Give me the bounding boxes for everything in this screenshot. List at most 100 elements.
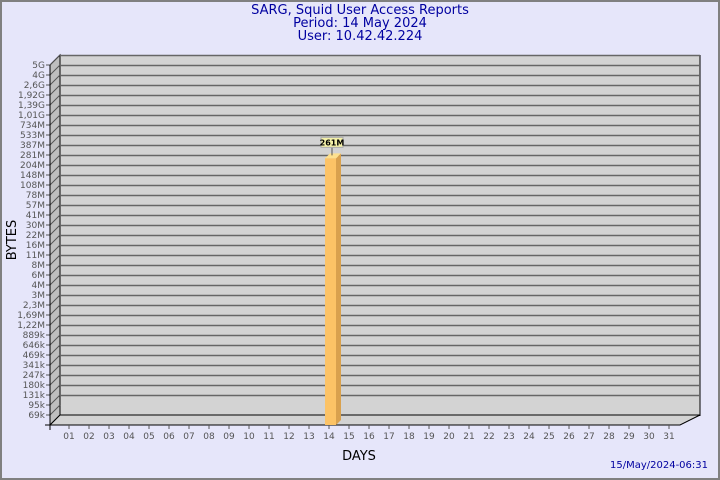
x-tick-label: 13 [303,432,314,442]
y-tick-label: 734M [20,121,45,131]
data-label: 261M [320,138,345,147]
y-tick-label: 1,39G [18,101,45,111]
gridline-connector [49,264,61,276]
gridline-connector [49,54,61,66]
gridline-connector [49,154,61,166]
timestamp: 15/May/2024-06:31 [609,460,708,471]
y-tick-label: 78M [26,191,45,201]
y-tick-label: 341k [23,361,46,371]
x-tick-label: 02 [83,432,94,442]
x-tick-label: 14 [323,432,335,442]
x-tick-label: 20 [443,432,455,442]
y-tick-label: 4G [32,71,45,81]
x-tick-label: 08 [203,432,215,442]
gridline-connector [49,214,61,226]
x-tick-label: 19 [423,432,435,442]
x-tick-label: 29 [623,432,635,442]
y-tick-label: 533M [20,131,45,141]
y-tick-label: 1,92G [18,91,45,101]
gridline-connector [49,234,61,246]
y-axis-label: BYTES [5,220,20,261]
y-tick-label: 1,22M [17,321,45,331]
chart-user: User: 10.42.42.224 [297,29,423,44]
gridline-connector [49,194,61,206]
y-tick-label: 41M [26,211,45,221]
gridline-connector [49,284,61,296]
x-tick-label: 05 [143,432,154,442]
x-tick-label: 17 [383,432,394,442]
gridline-connector [49,174,61,186]
x-axis-label: DAYS [342,449,376,464]
y-tick-label: 180k [23,381,46,391]
gridline-connector [49,134,61,146]
y-tick-label: 5G [32,61,45,71]
gridline-connector [49,304,61,316]
x-tick-label: 30 [643,432,655,442]
y-tick-label: 1,69M [17,311,45,321]
x-tick-label: 25 [543,432,554,442]
y-tick-label: 69k [28,411,45,421]
x-tick-label: 31 [663,432,674,442]
gridline-connector [49,274,61,286]
bar-top [325,153,341,159]
gridline-connector [49,334,61,346]
gridline-connector [49,124,61,136]
y-tick-label: 2,3M [23,301,45,311]
x-tick-label: 21 [463,432,474,442]
y-tick-label: 4M [32,281,46,291]
x-tick-label: 26 [563,432,575,442]
gridline-connector [49,224,61,236]
gridline-connector [49,74,61,86]
gridline-connector [49,324,61,336]
x-tick-label: 04 [123,432,135,442]
gridline-connector [49,204,61,216]
gridline-connector [49,254,61,266]
bar [325,158,336,425]
gridline-connector [49,104,61,116]
gridline-connector [49,364,61,376]
gridline-connector [49,114,61,126]
gridline-connector [49,384,61,396]
y-tick-label: 6M [32,271,46,281]
x-tick-label: 18 [403,432,415,442]
x-tick-label: 22 [483,432,494,442]
x-tick-label: 12 [283,432,294,442]
x-tick-label: 24 [523,432,535,442]
gridline-connector [49,354,61,366]
y-tick-label: 2,6G [24,81,45,91]
chart-period: Period: 14 May 2024 [293,16,427,31]
gridline-connector [49,394,61,406]
y-tick-label: 11M [26,251,45,261]
gridline-connector [49,404,61,416]
chart-title: SARG, Squid User Access Reports [251,3,469,18]
x-tick-label: 10 [243,432,255,442]
gridline-connector [49,64,61,76]
x-tick-label: 11 [263,432,274,442]
gridline-connector [49,84,61,96]
y-tick-label: 22M [26,231,45,241]
y-tick-label: 108M [20,181,45,191]
y-tick-label: 1,01G [18,111,45,121]
gridline-connector [49,144,61,156]
y-tick-label: 646k [23,341,46,351]
y-tick-label: 387M [20,141,45,151]
gridline-connector [49,294,61,306]
gridline-connector [49,94,61,106]
x-tick-label: 03 [103,432,114,442]
y-tick-label: 131k [23,391,46,401]
x-tick-label: 07 [183,432,194,442]
y-tick-label: 281M [20,151,45,161]
x-tick-label: 06 [163,432,175,442]
x-tick-label: 23 [503,432,514,442]
gridline-connector [49,314,61,326]
plot-floor [48,414,701,426]
y-tick-label: 57M [26,201,45,211]
x-tick-label: 27 [583,432,594,442]
x-tick-label: 28 [603,432,615,442]
x-tick-label: 09 [223,432,235,442]
y-tick-label: 3M [32,291,46,301]
gridline-connector [49,344,61,356]
y-tick-label: 247k [23,371,46,381]
y-tick-label: 889k [23,331,46,341]
